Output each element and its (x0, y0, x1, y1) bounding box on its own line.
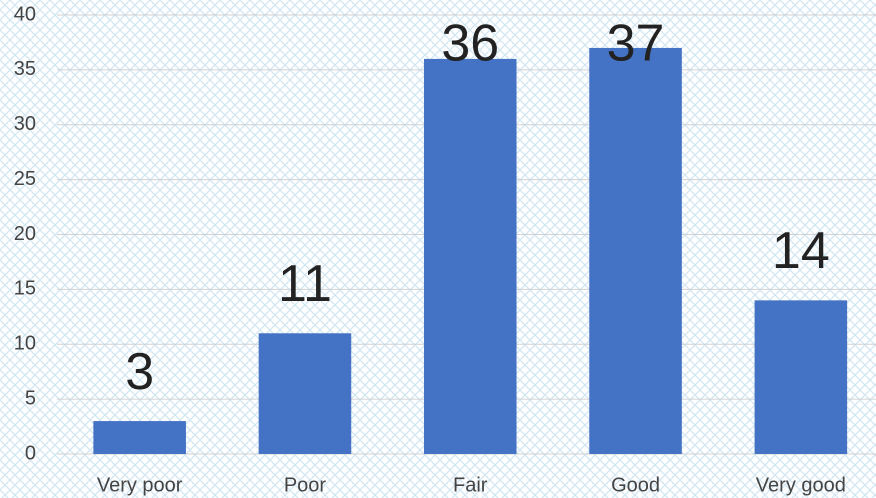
bar (93, 421, 186, 454)
data-label: 37 (607, 15, 665, 73)
x-tick-label: Poor (284, 474, 327, 496)
y-tick-label: 40 (14, 3, 36, 25)
y-tick-label: 25 (14, 168, 36, 190)
y-tick-label: 10 (14, 333, 36, 355)
data-label: 14 (772, 222, 830, 280)
data-label: 3 (125, 343, 154, 401)
data-label: 11 (278, 255, 332, 313)
bar (589, 47, 682, 455)
y-tick-label: 30 (14, 113, 36, 135)
y-tick-label: 0 (25, 442, 36, 464)
x-tick-label: Fair (453, 474, 488, 496)
x-tick-label: Good (611, 474, 660, 496)
x-tick-label: Very poor (97, 474, 183, 496)
bar (423, 58, 517, 455)
bar (754, 300, 848, 454)
y-tick-label: 15 (14, 278, 36, 300)
y-tick-label: 35 (14, 58, 36, 80)
x-tick-label: Very good (756, 474, 846, 496)
bar (258, 333, 352, 454)
data-label: 36 (441, 15, 499, 73)
y-tick-label: 20 (14, 223, 36, 245)
y-tick-label: 5 (25, 387, 36, 409)
